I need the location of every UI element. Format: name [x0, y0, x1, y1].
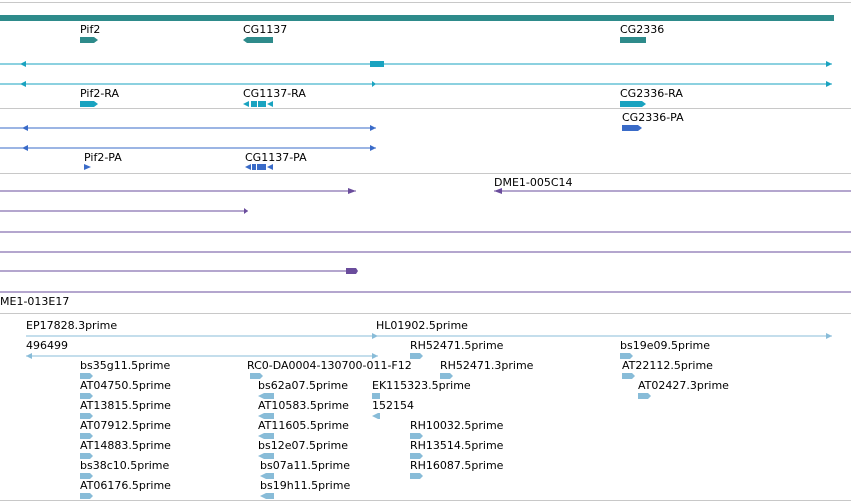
est-glyph-rh52471-3prime[interactable]: [440, 373, 453, 379]
track-separator: [0, 2, 851, 3]
est-label[interactable]: AT14883.5prime: [80, 439, 171, 452]
transcript-glyph-cg1137-ra[interactable]: [243, 101, 273, 107]
est-label[interactable]: HL01902.5prime: [376, 319, 468, 332]
est-glyph-at02427-3prime[interactable]: [638, 393, 651, 399]
est-label[interactable]: AT07912.5prime: [80, 419, 171, 432]
gene-glyph-cg1137[interactable]: [243, 37, 273, 43]
est-label[interactable]: RH16087.5prime: [410, 459, 504, 472]
est-label[interactable]: EK115323.5prime: [372, 379, 471, 392]
est-label[interactable]: bs19h11.5prime: [260, 479, 351, 492]
est-line-hl01902-5prime[interactable]: [372, 333, 832, 339]
track-separator: [0, 108, 851, 109]
est-glyph-at22112-5prime[interactable]: [622, 373, 635, 379]
est-glyph-rc0-da0004[interactable]: [250, 373, 263, 379]
gene-label[interactable]: Pif2: [80, 23, 101, 36]
transcript-label[interactable]: CG1137-RA: [243, 87, 306, 100]
est-glyph-rh13514-5prime[interactable]: [410, 453, 423, 459]
bac-label[interactable]: ME1-013E17: [0, 295, 70, 308]
track-separator: [0, 313, 851, 314]
est-glyph-ek115323-5prime[interactable]: [372, 393, 380, 399]
est-label[interactable]: RH52471.5prime: [410, 339, 504, 352]
est-label[interactable]: bs35g11.5prime: [80, 359, 171, 372]
est-glyph-rh16087-5prime[interactable]: [410, 473, 423, 479]
est-label[interactable]: AT02427.3prime: [638, 379, 729, 392]
est-label[interactable]: 496499: [26, 339, 68, 352]
gene-glyph-pif2[interactable]: [80, 37, 98, 43]
protein-glyph-cg2336-pa[interactable]: [622, 125, 642, 131]
gene-label[interactable]: CG1137: [243, 23, 288, 36]
est-glyph-at06176-5prime[interactable]: [80, 493, 93, 499]
transcript-line[interactable]: [0, 81, 832, 87]
est-glyph-at07912-5prime[interactable]: [80, 433, 93, 439]
est-label[interactable]: AT10583.5prime: [258, 399, 349, 412]
bac-line-dme1-005c14[interactable]: [494, 188, 851, 194]
transcript-glyph-cg2336-ra[interactable]: [620, 101, 646, 107]
est-glyph-bs07a11-5prime[interactable]: [260, 473, 274, 479]
protein-glyph-cg1137-pa[interactable]: [245, 164, 273, 170]
est-label[interactable]: RH13514.5prime: [410, 439, 504, 452]
gene-glyph-cg2336[interactable]: [620, 37, 646, 43]
est-glyph-at14883-5prime[interactable]: [80, 453, 93, 459]
protein-line[interactable]: [0, 145, 376, 151]
est-label[interactable]: AT04750.5prime: [80, 379, 171, 392]
protein-label[interactable]: CG2336-PA: [622, 111, 684, 124]
est-label[interactable]: AT22112.5prime: [622, 359, 713, 372]
transcript-line[interactable]: [0, 61, 832, 67]
bac-line[interactable]: [0, 208, 248, 214]
est-label[interactable]: AT13815.5prime: [80, 399, 171, 412]
est-glyph-bs19h11-5prime[interactable]: [260, 493, 274, 499]
protein-label[interactable]: Pif2-PA: [84, 151, 122, 164]
est-glyph-bs12e07-5prime[interactable]: [258, 453, 274, 459]
est-label[interactable]: RC0-DA0004-130700-011-F12: [247, 359, 412, 372]
transcript-label[interactable]: Pif2-RA: [80, 87, 120, 100]
est-label[interactable]: bs07a11.5prime: [260, 459, 350, 472]
transcript-label[interactable]: CG2336-RA: [620, 87, 683, 100]
transcript-glyph-pif2-ra[interactable]: [80, 101, 98, 107]
protein-line[interactable]: [0, 125, 376, 131]
est-label[interactable]: bs62a07.5prime: [258, 379, 348, 392]
est-glyph-at10583-5prime[interactable]: [258, 413, 274, 419]
est-glyph-bs35g11-5prime[interactable]: [80, 373, 93, 379]
est-line-496499[interactable]: [26, 353, 378, 359]
est-label[interactable]: AT06176.5prime: [80, 479, 171, 492]
est-glyph-at11605-5prime[interactable]: [258, 433, 274, 439]
est-glyph-at04750-5prime[interactable]: [80, 393, 93, 399]
protein-label[interactable]: CG1137-PA: [245, 151, 307, 164]
est-glyph-152154[interactable]: [372, 413, 380, 419]
est-glyph-bs62a07-5prime[interactable]: [258, 393, 274, 399]
est-label[interactable]: AT11605.5prime: [258, 419, 349, 432]
protein-glyph-pif2-pa[interactable]: [84, 164, 91, 170]
bac-line[interactable]: [0, 268, 358, 274]
bac-line[interactable]: [0, 188, 356, 194]
est-label[interactable]: 152154: [372, 399, 414, 412]
est-glyph-rh52471-5prime[interactable]: [410, 353, 423, 359]
track-separator: [0, 173, 851, 174]
est-label[interactable]: bs38c10.5prime: [80, 459, 170, 472]
bac-label[interactable]: DME1-005C14: [494, 176, 573, 189]
gene-overview-bar[interactable]: [0, 15, 834, 21]
gene-label[interactable]: CG2336: [620, 23, 665, 36]
est-label[interactable]: RH10032.5prime: [410, 419, 504, 432]
est-label[interactable]: RH52471.3prime: [440, 359, 534, 372]
est-label[interactable]: bs19e09.5prime: [620, 339, 711, 352]
est-glyph-bs38c10-5prime[interactable]: [80, 473, 93, 479]
est-glyph-at13815-5prime[interactable]: [80, 413, 93, 419]
est-glyph-bs19e09-5prime[interactable]: [620, 353, 633, 359]
est-label[interactable]: bs12e07.5prime: [258, 439, 349, 452]
est-label[interactable]: EP17828.3prime: [26, 319, 118, 332]
est-glyph-rh10032-5prime[interactable]: [410, 433, 423, 439]
